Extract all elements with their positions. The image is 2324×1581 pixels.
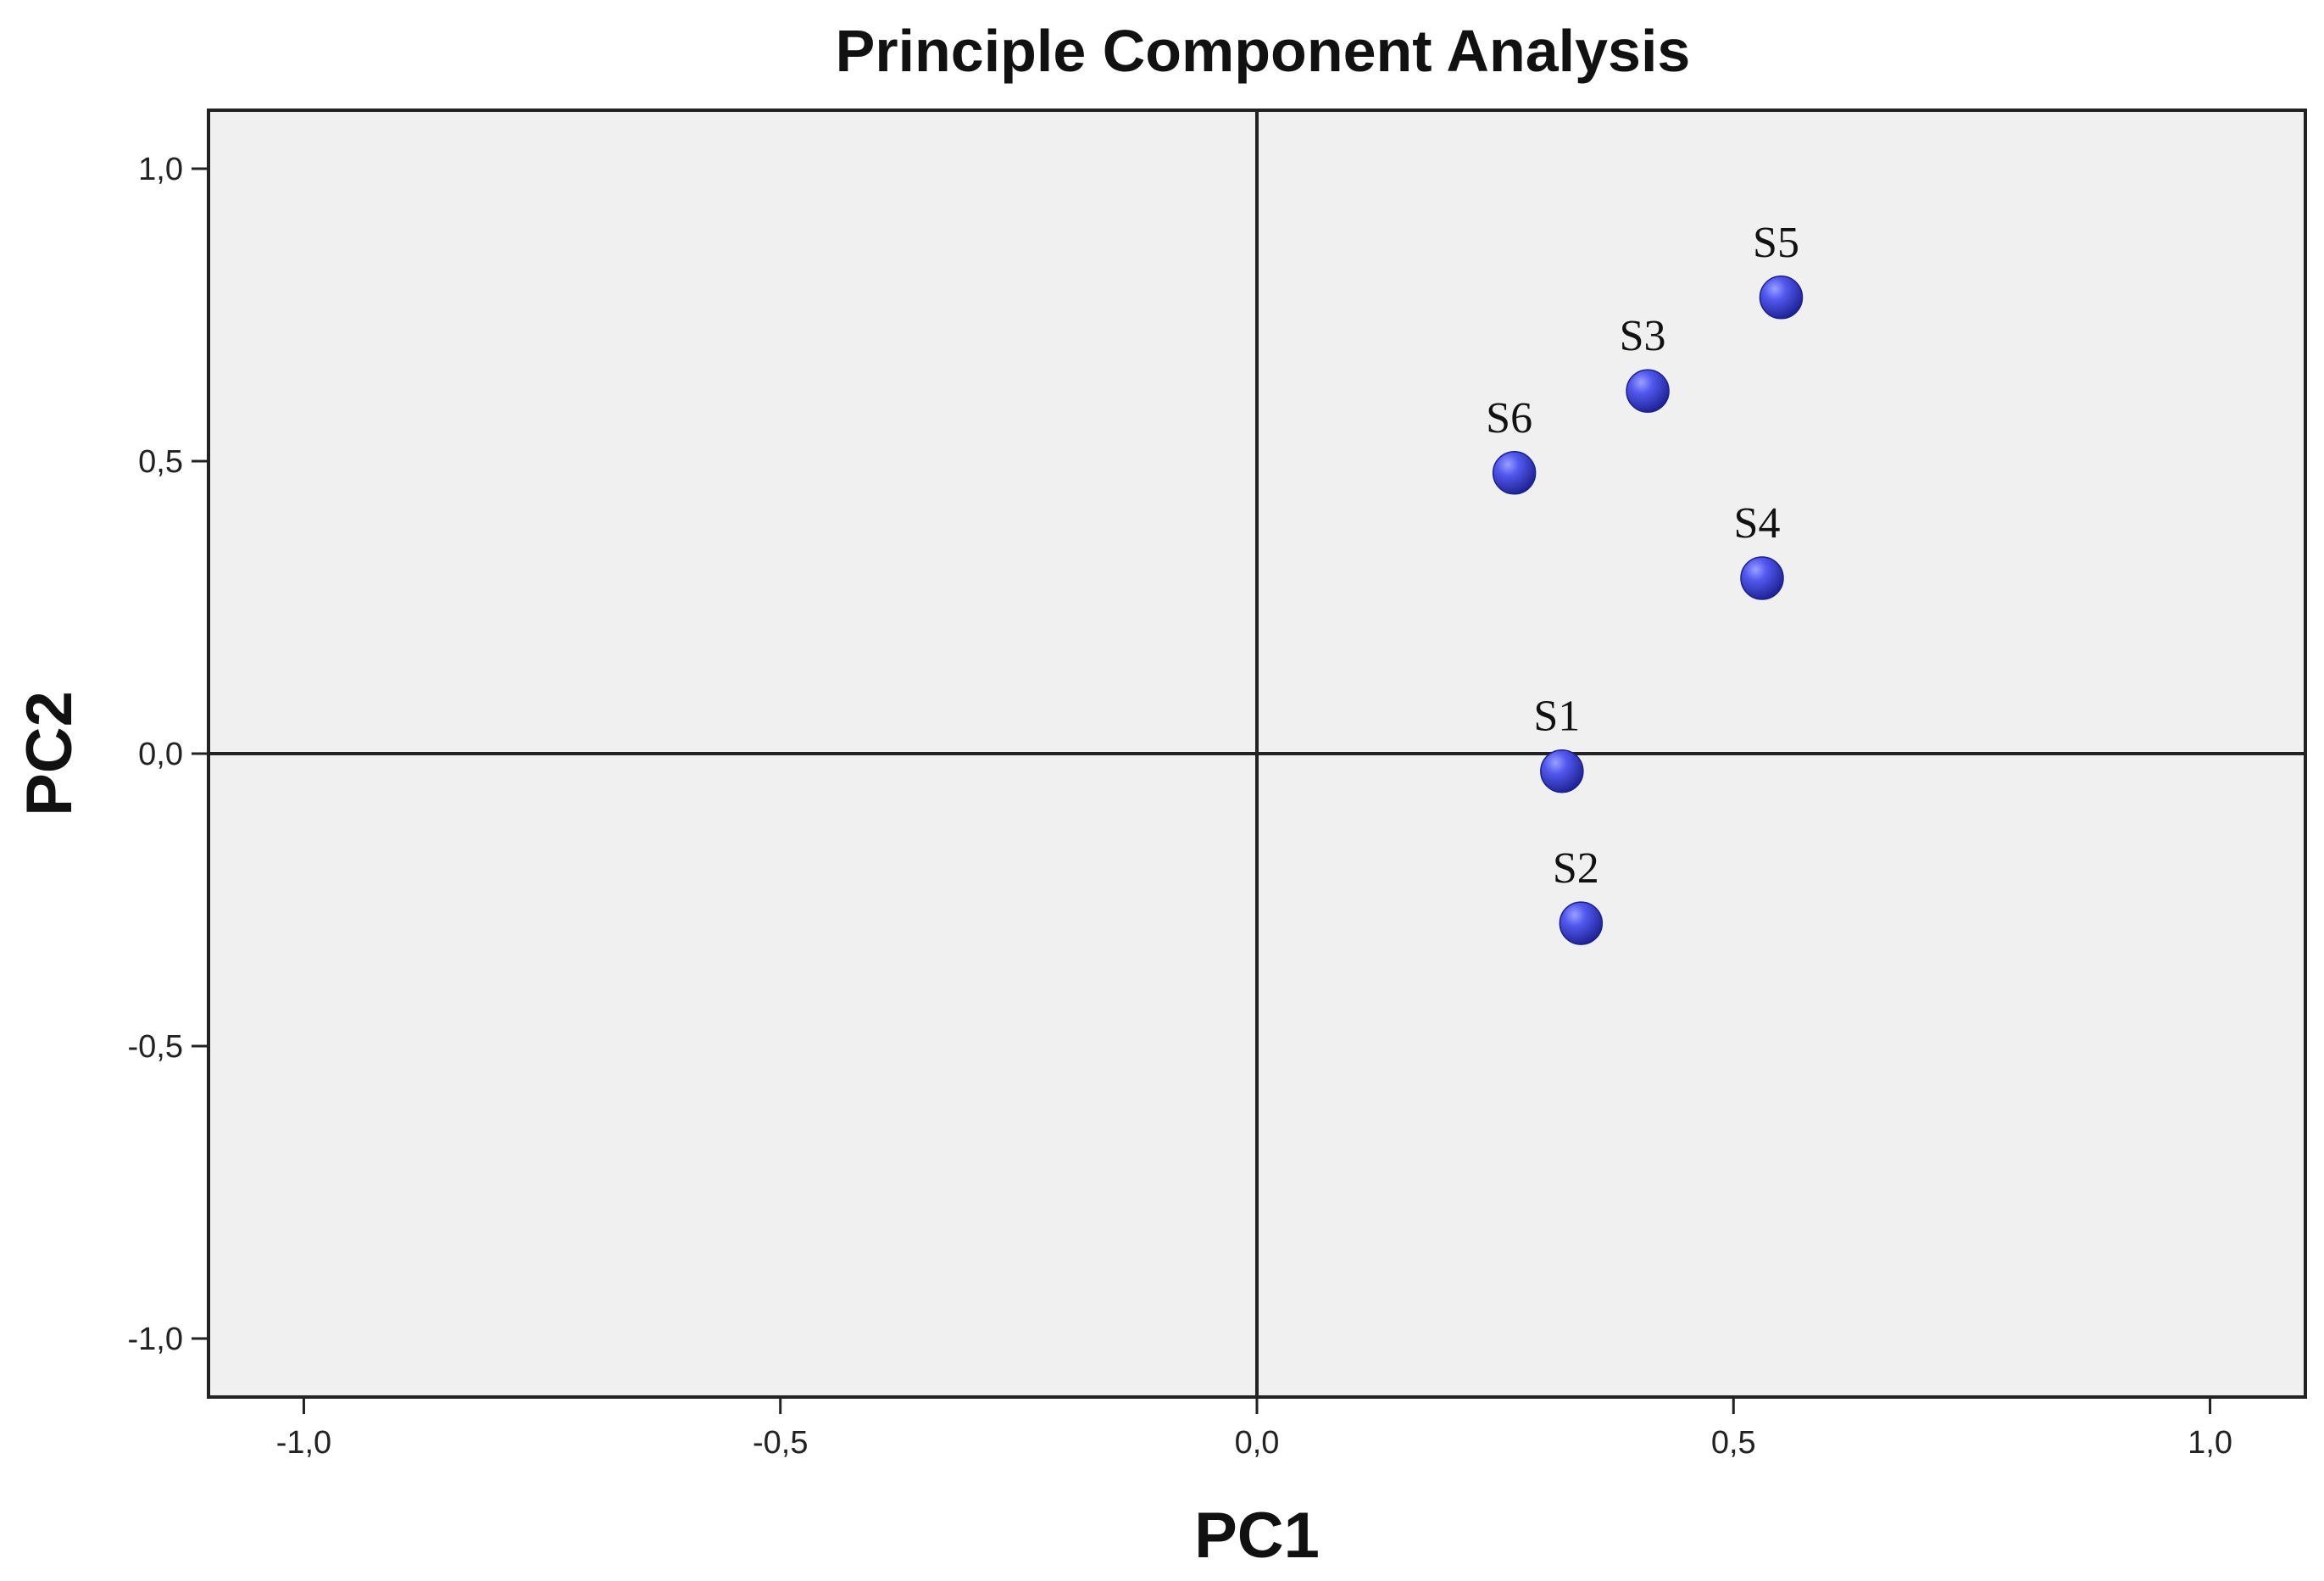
y-axis-title: PC2 [14,691,86,816]
point-label-s3: S3 [1620,312,1666,360]
chart-title: Principle Component Analysis [836,18,1691,84]
point-label-s6: S6 [1486,394,1532,443]
point-s4 [1740,556,1784,600]
point-s3 [1626,369,1670,413]
y-tick-label: 1,0 [138,152,183,187]
point-s2 [1559,901,1604,945]
x-axis-ticks: -1,0 -0,5 0,0 0,5 1,0 [276,1397,2232,1461]
point-label-s5: S5 [1753,219,1799,267]
point-s6 [1492,451,1537,495]
point-label-s4: S4 [1734,499,1781,548]
x-tick-label: -0,5 [753,1425,808,1461]
y-tick-label: 0,0 [138,737,183,772]
x-tick-label: 0,5 [1711,1425,1756,1461]
x-tick-label: 1,0 [2188,1425,2232,1461]
point-label-s1: S1 [1533,693,1580,741]
data-points: S1 S2 S3 S4 S5 S6 [1486,219,1804,945]
y-axis-ticks: 1,0 0,5 0,0 -0,5 -1,0 [128,152,208,1357]
x-tick-label: -1,0 [276,1425,331,1461]
y-tick-label: 0,5 [138,444,183,480]
x-axis-title: PC1 [1194,1500,1320,1572]
reference-lines [208,110,2305,1397]
point-s5 [1759,276,1804,320]
point-s1 [1540,749,1584,793]
y-tick-label: -0,5 [128,1029,183,1065]
x-tick-label: 0,0 [1235,1425,1280,1461]
y-tick-label: -1,0 [128,1322,183,1357]
point-label-s2: S2 [1553,844,1599,893]
